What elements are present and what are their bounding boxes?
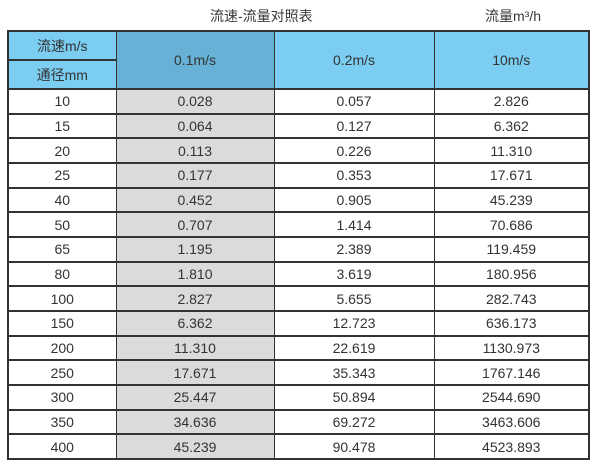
value-cell: 17.671 xyxy=(433,161,590,189)
table-row: 25 0.177 0.353 17.671 xyxy=(7,161,590,189)
value-cell: 45.239 xyxy=(115,433,275,460)
value-cell: 17.671 xyxy=(115,359,275,386)
table-row: 80 1.810 3.619 180.956 xyxy=(7,260,590,288)
value-cell: 1.414 xyxy=(273,211,435,238)
diameter-cell: 10 xyxy=(7,88,117,115)
value-cell: 2.826 xyxy=(433,88,590,115)
diameter-cell: 20 xyxy=(7,137,117,164)
titlebar: 流速-流量对照表 流量m³/h xyxy=(0,0,600,30)
table-row: 40 0.452 0.905 45.239 xyxy=(7,186,590,214)
value-cell: 2544.690 xyxy=(433,383,590,411)
table-row: 250 17.671 35.343 1767.146 xyxy=(7,359,590,386)
table-row: 200 11.310 22.619 1130.973 xyxy=(7,334,590,362)
column-header-0-1ms: 0.1m/s xyxy=(115,30,275,90)
value-cell: 11.310 xyxy=(115,334,275,362)
table-row: 15 0.064 0.127 6.362 xyxy=(7,112,590,140)
value-cell: 6.362 xyxy=(115,309,275,337)
column-header-0-2ms: 0.2m/s xyxy=(273,30,435,90)
value-cell: 11.310 xyxy=(433,137,590,164)
diameter-cell: 25 xyxy=(7,161,117,189)
value-cell: 6.362 xyxy=(433,112,590,140)
value-cell: 1.810 xyxy=(115,260,275,288)
value-cell: 45.239 xyxy=(433,186,590,214)
diameter-cell: 40 xyxy=(7,186,117,214)
table-row: 150 6.362 12.723 636.173 xyxy=(7,309,590,337)
value-cell: 69.272 xyxy=(273,408,435,436)
header-row-bottom: 通径mm xyxy=(7,59,589,90)
value-cell: 636.173 xyxy=(433,309,590,337)
diameter-cell: 65 xyxy=(7,235,117,263)
diameter-cell: 250 xyxy=(7,359,117,386)
value-cell: 0.113 xyxy=(115,137,275,164)
diameter-cell: 100 xyxy=(7,285,117,312)
corner-header-diameter: 通径mm xyxy=(7,59,117,90)
table-row: 50 0.707 1.414 70.686 xyxy=(7,211,590,238)
value-cell: 34.636 xyxy=(115,408,275,436)
value-cell: 0.353 xyxy=(273,161,435,189)
value-cell: 2.389 xyxy=(273,235,435,263)
value-cell: 0.177 xyxy=(115,161,275,189)
header-row-top: 流速m/s 0.1m/s 0.2m/s 10m/s xyxy=(7,30,590,90)
value-cell: 0.028 xyxy=(115,88,275,115)
value-cell: 22.619 xyxy=(273,334,435,362)
table-row: 10 0.028 0.057 2.826 xyxy=(7,88,590,115)
diameter-cell: 50 xyxy=(7,211,117,238)
table-title: 流速-流量对照表 xyxy=(210,8,313,24)
flow-unit-label: 流量m³/h xyxy=(485,8,541,24)
diameter-cell: 400 xyxy=(7,433,117,460)
table-row: 100 2.827 5.655 282.743 xyxy=(7,285,590,312)
flow-conversion-table: 流速m/s 0.1m/s 0.2m/s 10m/s 通径mm 10 0.028 0.… xyxy=(7,30,590,460)
table-header: 流速m/s 0.1m/s 0.2m/s 10m/s 通径mm xyxy=(7,30,590,90)
value-cell: 0.057 xyxy=(273,88,435,115)
value-cell: 0.127 xyxy=(273,112,435,140)
value-cell: 25.447 xyxy=(115,383,275,411)
corner-header-velocity: 流速m/s xyxy=(7,30,117,61)
value-cell: 0.707 xyxy=(115,211,275,238)
diameter-cell: 350 xyxy=(7,408,117,436)
value-cell: 3.619 xyxy=(273,260,435,288)
table-row: 65 1.195 2.389 119.459 xyxy=(7,235,590,263)
value-cell: 282.743 xyxy=(433,285,590,312)
table-body: 10 0.028 0.057 2.826 15 0.064 0.127 6.362 20 0.11… xyxy=(7,88,590,460)
value-cell: 4523.893 xyxy=(433,433,590,460)
value-cell: 0.452 xyxy=(115,186,275,214)
value-cell: 3463.606 xyxy=(433,408,590,436)
diameter-cell: 200 xyxy=(7,334,117,362)
table-row: 300 25.447 50.894 2544.690 xyxy=(7,383,590,411)
value-cell: 180.956 xyxy=(433,260,590,288)
value-cell: 70.686 xyxy=(433,211,590,238)
value-cell: 50.894 xyxy=(273,383,435,411)
value-cell: 1.195 xyxy=(115,235,275,263)
diameter-cell: 300 xyxy=(7,383,117,411)
diameter-cell: 150 xyxy=(7,309,117,337)
table-row: 350 34.636 69.272 3463.606 xyxy=(7,408,590,436)
diameter-cell: 80 xyxy=(7,260,117,288)
column-header-10ms: 10m/s xyxy=(433,30,590,90)
value-cell: 35.343 xyxy=(273,359,435,386)
value-cell: 0.064 xyxy=(115,112,275,140)
table-row: 20 0.113 0.226 11.310 xyxy=(7,137,590,164)
value-cell: 1767.146 xyxy=(433,359,590,386)
value-cell: 12.723 xyxy=(273,309,435,337)
value-cell: 0.905 xyxy=(273,186,435,214)
diameter-cell: 15 xyxy=(7,112,117,140)
value-cell: 90.478 xyxy=(273,433,435,460)
value-cell: 2.827 xyxy=(115,285,275,312)
value-cell: 1130.973 xyxy=(433,334,590,362)
table-row: 400 45.239 90.478 4523.893 xyxy=(7,433,590,460)
value-cell: 0.226 xyxy=(273,137,435,164)
value-cell: 5.655 xyxy=(273,285,435,312)
value-cell: 119.459 xyxy=(433,235,590,263)
